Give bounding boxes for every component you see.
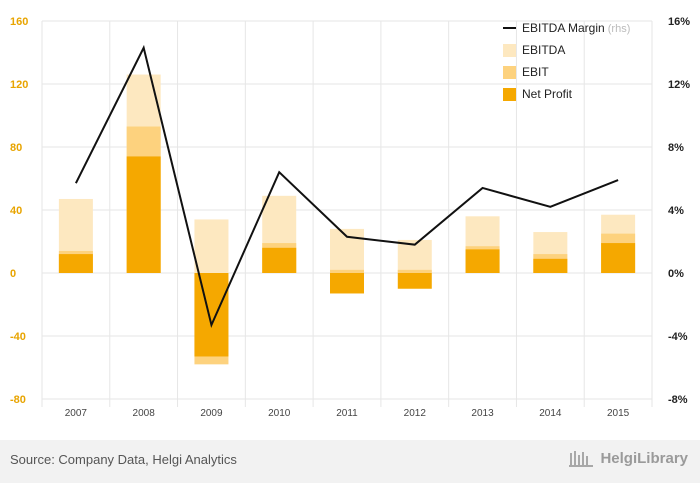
ebitda-margin-line <box>74 44 619 329</box>
bar-net-profit <box>601 243 636 273</box>
bar-net-profit <box>126 156 161 273</box>
brand-logo: HelgiLibrary <box>569 449 688 467</box>
right-axis: 16% 12% 8% 4% 0% -4% -8% <box>668 16 690 406</box>
footer: Source: Company Data, Helgi Analytics He… <box>0 440 700 483</box>
y-left-tick-label: -40 <box>10 331 26 343</box>
library-icon <box>569 451 594 467</box>
bar-net-profit <box>465 249 500 273</box>
x-tick-label: 2007 <box>65 408 88 419</box>
bar-net-profit <box>397 273 432 289</box>
margin-line-series <box>74 44 619 329</box>
bar-net-profit <box>330 273 364 294</box>
y-left-tick-label: 0 <box>10 268 16 280</box>
x-tick-label: 2013 <box>471 408 494 419</box>
y-right-tick-label: 4% <box>668 205 684 217</box>
y-left-tick-label: 80 <box>10 142 22 154</box>
y-left-tick-label: 40 <box>10 205 22 217</box>
y-right-tick-label: -8% <box>668 394 688 406</box>
x-grid <box>41 21 653 407</box>
y-right-tick-label: 0% <box>668 268 684 280</box>
bar-net-profit <box>262 247 297 273</box>
bar-net-profit <box>194 273 229 357</box>
x-axis: 2007 2008 2009 2010 2011 2012 2013 2014 2015 <box>65 408 630 419</box>
y-right-tick-label: -4% <box>668 331 688 343</box>
y-right-tick-label: 12% <box>668 79 690 91</box>
legend-note: (rhs) <box>605 23 631 35</box>
legend-box-swatch <box>503 88 516 101</box>
legend-label: EBITDA Margin (rhs) <box>522 21 630 35</box>
x-tick-label: 2015 <box>607 408 630 419</box>
legend-label: Net Profit <box>522 87 573 101</box>
y-left-tick-label: 160 <box>10 16 28 28</box>
legend-label: EBIT <box>522 65 549 79</box>
bar-ebitda <box>194 219 229 273</box>
legend-box-swatch <box>503 66 516 79</box>
y-right-tick-label: 16% <box>668 16 690 28</box>
legend-label: EBITDA <box>522 43 565 57</box>
x-tick-label: 2009 <box>200 408 223 419</box>
source-note: Source: Company Data, Helgi Analytics <box>10 452 237 467</box>
y-left-tick-label: -80 <box>10 394 26 406</box>
x-tick-label: 2014 <box>539 408 562 419</box>
y-left-tick-label: 120 <box>10 79 28 91</box>
y-right-tick-label: 8% <box>668 142 684 154</box>
bar-net-profit <box>533 258 568 273</box>
bars <box>58 74 636 365</box>
bar-ebit <box>397 269 432 273</box>
bar-net-profit <box>58 254 93 273</box>
x-tick-label: 2010 <box>268 408 291 419</box>
bar-ebit <box>330 269 364 273</box>
left-axis: 160 120 80 40 0 -40 -80 <box>10 16 28 406</box>
legend-box-swatch <box>503 44 516 57</box>
brand-name: HelgiLibrary <box>600 449 688 467</box>
legend: EBITDA Margin (rhs) EBITDA EBIT Net Profit <box>503 21 630 101</box>
x-tick-label: 2012 <box>404 408 427 419</box>
chart: 160 120 80 40 0 -40 -80 16% 12% 8% 4% 0% -4% -8% 200… <box>10 16 690 419</box>
x-tick-label: 2008 <box>133 408 156 419</box>
x-tick-label: 2011 <box>336 408 358 419</box>
